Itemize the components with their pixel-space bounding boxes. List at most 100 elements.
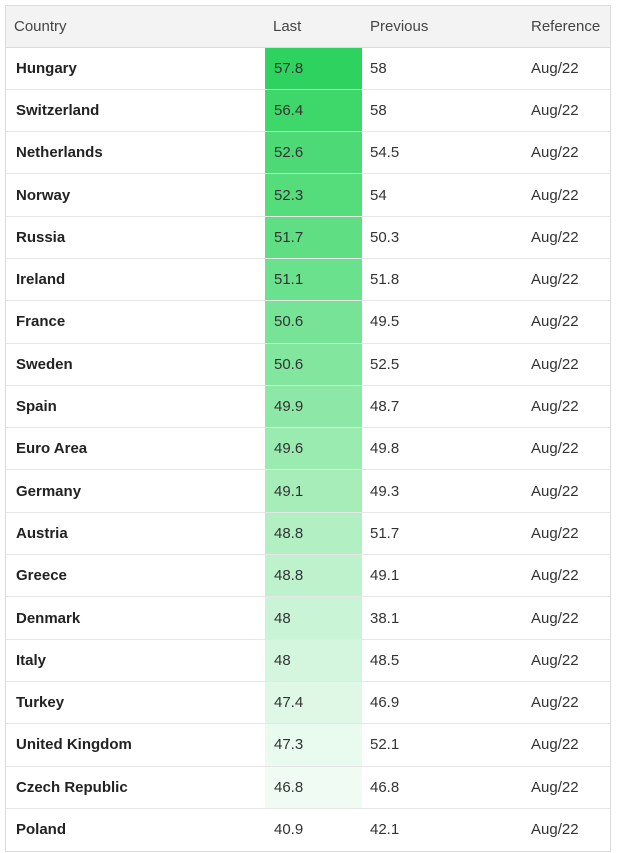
column-header-last[interactable]: Last: [265, 6, 362, 48]
previous-value-cell: 46.9: [362, 681, 523, 725]
reference-cell: Aug/22: [523, 89, 610, 133]
table-row: Turkey 47.4 46.9 Aug/22: [6, 681, 610, 725]
country-cell[interactable]: Turkey: [6, 681, 265, 725]
last-value-cell: 57.8: [265, 47, 362, 90]
country-cell[interactable]: France: [6, 300, 265, 344]
reference-cell: Aug/22: [531, 821, 579, 839]
last-value-cell: 47.3: [265, 723, 362, 767]
table-row: Austria 48.8 51.7 Aug/22: [6, 512, 610, 556]
table-row: Norway 52.3 54 Aug/22: [6, 173, 610, 217]
last-value-cell: 50.6: [265, 343, 362, 386]
reference-cell: Aug/22: [523, 343, 610, 386]
last-value-cell: 49.6: [265, 427, 362, 471]
previous-value-cell: 46.8: [362, 766, 523, 809]
reference-cell: Aug/22: [523, 512, 610, 556]
country-cell[interactable]: Sweden: [6, 343, 265, 386]
last-value-cell: 52.3: [265, 173, 362, 217]
last-value-cell: 40.9: [265, 808, 362, 851]
previous-value-cell: 38.1: [362, 596, 523, 640]
last-value-cell: 56.4: [265, 89, 362, 133]
reference-cell: Aug/22: [523, 681, 610, 725]
previous-value-cell: 50.3: [362, 216, 523, 259]
last-value-cell: 48.8: [265, 554, 362, 598]
reference-cell: Aug/22: [523, 554, 610, 598]
previous-value-cell: 49.1: [362, 554, 523, 598]
table-row: Netherlands 52.6 54.5 Aug/22: [6, 131, 610, 175]
previous-value-cell: 52.5: [362, 343, 523, 386]
last-value-cell: 51.1: [265, 258, 362, 302]
table-header: Country Last Previous Reference: [6, 6, 610, 48]
country-cell[interactable]: Ireland: [6, 258, 265, 302]
previous-value-cell: 48.7: [362, 385, 523, 429]
country-cell[interactable]: Russia: [6, 216, 265, 259]
reference-cell: Aug/22: [523, 723, 610, 767]
country-cell[interactable]: Denmark: [6, 596, 265, 640]
last-value-cell: 47.4: [265, 681, 362, 725]
reference-cell: Aug/22: [523, 258, 610, 302]
country-cell[interactable]: Germany: [6, 469, 265, 513]
last-value-cell: 50.6: [265, 300, 362, 344]
previous-value-cell: 58: [362, 47, 523, 90]
pmi-table: Country Last Previous Reference Hungary 5…: [6, 6, 610, 851]
reference-cell: Aug/22: [523, 216, 610, 259]
country-cell[interactable]: Italy: [6, 639, 265, 682]
table-row: Russia 51.7 50.3 Aug/22: [6, 216, 610, 259]
last-value-cell: 48.8: [265, 512, 362, 556]
reference-cell: Aug/22: [523, 131, 610, 175]
previous-value-cell: 58: [362, 89, 523, 133]
last-value-cell: 48: [265, 596, 362, 640]
previous-value-cell: 42.1: [370, 821, 400, 839]
country-cell[interactable]: Greece: [6, 554, 265, 598]
table-row: Poland 40.9 42.1 Aug/22: [6, 808, 610, 851]
reference-cell: Aug/22: [523, 639, 610, 682]
table-row: Ireland 51.1 51.8 Aug/22: [6, 258, 610, 302]
table-row: Italy 48 48.5 Aug/22: [6, 639, 610, 682]
table-row: Denmark 48 38.1 Aug/22: [6, 596, 610, 640]
previous-value-cell: 49.3: [362, 469, 523, 513]
table-row: Euro Area 49.6 49.8 Aug/22: [6, 427, 610, 471]
country-cell[interactable]: Poland: [16, 821, 67, 839]
country-cell[interactable]: Netherlands: [6, 131, 265, 175]
previous-value-cell: 54.5: [362, 131, 523, 175]
country-cell[interactable]: United Kingdom: [6, 723, 265, 767]
column-header-reference[interactable]: Reference: [523, 6, 610, 48]
last-value-cell: 49.1: [265, 469, 362, 513]
table-row: Greece 48.8 49.1 Aug/22: [6, 554, 610, 598]
last-value-cell: 52.6: [265, 131, 362, 175]
previous-value-cell: 51.8: [362, 258, 523, 302]
previous-value-cell: 52.1: [362, 723, 523, 767]
country-cell[interactable]: Austria: [6, 512, 265, 556]
table-row: United Kingdom 47.3 52.1 Aug/22: [6, 723, 610, 767]
last-value-cell: 48: [265, 639, 362, 682]
reference-cell: Aug/22: [523, 47, 610, 90]
last-value-cell: 46.8: [265, 766, 362, 809]
data-table-container: Country Last Previous Reference Hungary 5…: [5, 5, 611, 852]
previous-value-cell: 51.7: [362, 512, 523, 556]
table-row: Sweden 50.6 52.5 Aug/22: [6, 343, 610, 386]
table-row: Spain 49.9 48.7 Aug/22: [6, 385, 610, 429]
header-row: Country Last Previous Reference: [6, 6, 610, 48]
reference-cell: Aug/22: [523, 469, 610, 513]
column-header-country[interactable]: Country: [6, 6, 265, 48]
country-cell[interactable]: Switzerland: [6, 89, 265, 133]
table-row: France 50.6 49.5 Aug/22: [6, 300, 610, 344]
reference-cell: Aug/22: [523, 385, 610, 429]
country-cell[interactable]: Czech Republic: [6, 766, 265, 809]
country-cell[interactable]: Hungary: [6, 47, 265, 90]
previous-value-cell: 48.5: [362, 639, 523, 682]
previous-value-cell: 49.8: [362, 427, 523, 471]
reference-cell: Aug/22: [523, 427, 610, 471]
reference-cell: Aug/22: [523, 766, 610, 809]
country-cell[interactable]: Norway: [6, 173, 265, 217]
last-value-cell: 51.7: [265, 216, 362, 259]
reference-cell: Aug/22: [523, 596, 610, 640]
reference-cell: Aug/22: [523, 300, 610, 344]
previous-value-cell: 54: [362, 173, 523, 217]
country-cell[interactable]: Spain: [6, 385, 265, 429]
table-row: Switzerland 56.4 58 Aug/22: [6, 89, 610, 133]
table-row: Hungary 57.8 58 Aug/22: [6, 47, 610, 90]
table-row: Czech Republic 46.8 46.8 Aug/22: [6, 766, 610, 809]
country-cell[interactable]: Euro Area: [6, 427, 265, 471]
column-header-previous[interactable]: Previous: [362, 6, 523, 48]
table-row: Germany 49.1 49.3 Aug/22: [6, 469, 610, 513]
